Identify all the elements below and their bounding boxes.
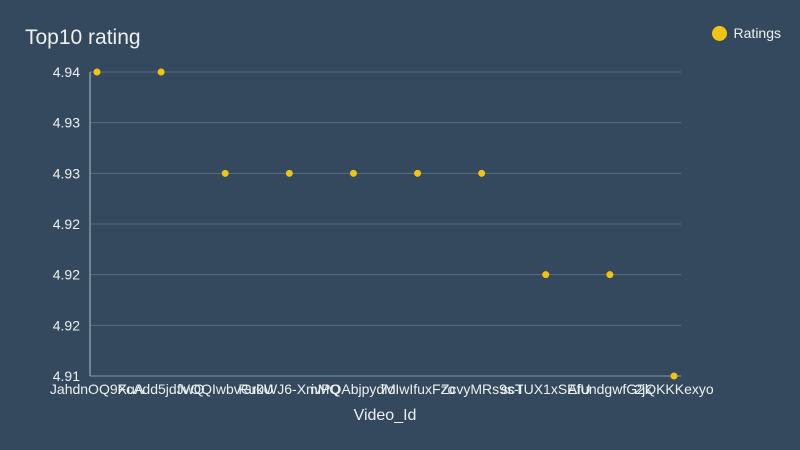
legend-marker-icon (711, 25, 727, 41)
data-point[interactable] (414, 169, 422, 177)
data-point[interactable] (221, 169, 229, 177)
data-point[interactable] (285, 169, 293, 177)
data-point[interactable] (478, 169, 486, 177)
x-tick-label: ivPQAbjpydM (311, 381, 396, 397)
x-axis-ticks: JahdnOQ9XuAFcAdd5jdJwQfVOQIwbvGrkURu0WJ6… (50, 381, 714, 397)
data-point[interactable] (542, 271, 550, 279)
x-tick-label: AfundgwfG2k (568, 381, 653, 397)
y-axis-ticks: 4.94 4.93 4.93 4.92 4.92 4.92 4.91 (53, 64, 80, 384)
x-tick-label: fVOQIwbvGrkU (177, 381, 273, 397)
x-tick-label: JahdnOQ9XuA (50, 381, 145, 397)
y-tick-label: 4.93 (53, 115, 80, 131)
y-tick-label: 4.92 (53, 267, 80, 283)
x-tick-label: FcAdd5jdJwQ (118, 381, 205, 397)
data-point[interactable] (349, 169, 357, 177)
grid-layer (90, 71, 681, 377)
y-tick-label: 4.92 (53, 216, 80, 232)
chart-legend: Ratings (711, 25, 781, 41)
y-tick-label: 4.94 (53, 64, 80, 80)
data-point[interactable] (606, 271, 614, 279)
x-tick-label: ZcvyMRs9s-I (441, 381, 523, 397)
data-point[interactable] (157, 68, 165, 76)
y-tick-label: 4.93 (53, 165, 80, 181)
x-tick-label: 2jQKKKexyo (634, 381, 714, 397)
x-tick-label: 7oIwIfuxFzo (380, 381, 456, 397)
data-point[interactable] (93, 68, 101, 76)
x-tick-label: scTUX1xSEfU (501, 381, 590, 397)
x-axis-title: Video_Id (354, 407, 417, 424)
chart-title: Top10 rating (25, 26, 141, 49)
y-tick-label: 4.91 (53, 368, 80, 384)
x-tick-label: Ru0WJ6-XmMQ (238, 381, 340, 397)
data-point[interactable] (670, 372, 678, 380)
y-tick-label: 4.92 (53, 317, 80, 333)
data-points (93, 68, 678, 380)
legend-label: Ratings (733, 25, 781, 41)
